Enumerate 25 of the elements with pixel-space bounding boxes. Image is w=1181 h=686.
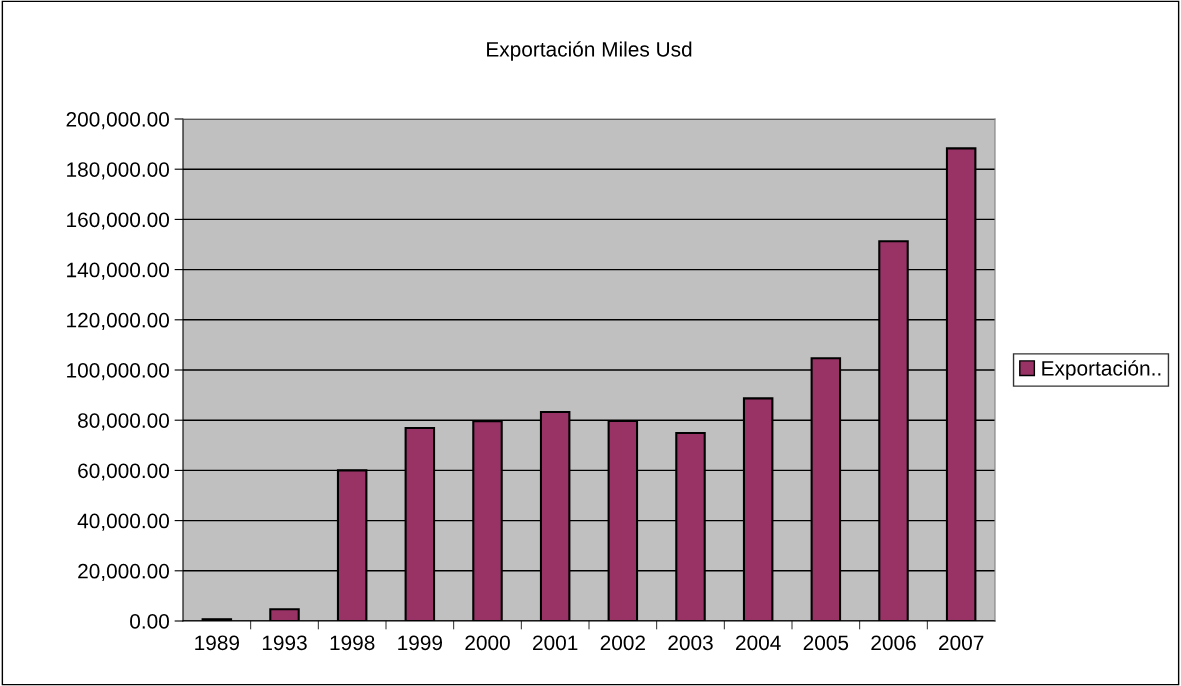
- x-tick-label: 1999: [398, 635, 443, 651]
- legend-label: Exportación..: [1042, 360, 1161, 380]
- x-tick-label: 2002: [600, 635, 645, 651]
- y-tick-label: 140,000.00: [67, 262, 169, 280]
- y-tick-label: 60,000.00: [78, 463, 169, 481]
- y-tick-label: 200,000.00: [66, 112, 169, 130]
- x-tick-label: 2001: [533, 635, 578, 651]
- x-tick-label: 2000: [465, 635, 510, 651]
- y-tick-label: 100,000.00: [67, 363, 169, 381]
- y-tick-label: 20,000.00: [78, 563, 169, 582]
- y-tick-label: 80,000.00: [78, 413, 169, 431]
- x-tick-label: 2005: [803, 635, 849, 651]
- y-tick-label: 180,000.00: [67, 162, 169, 180]
- x-tick-label: 1993: [262, 635, 307, 651]
- y-tick-label: 40,000.00: [77, 513, 169, 531]
- chart-title: Exportación Miles Usd: [487, 41, 692, 61]
- x-tick-label: 2003: [668, 635, 713, 651]
- x-tick-label: 2004: [736, 635, 781, 651]
- y-tick-label: 120,000.00: [67, 312, 169, 331]
- y-tick-label: 160,000.00: [67, 212, 169, 230]
- x-tick-label: 2006: [871, 635, 916, 651]
- x-tick-label: 1989: [195, 635, 240, 651]
- x-tick-label: 1998: [330, 635, 375, 651]
- x-tick-label: 2007: [939, 635, 984, 651]
- y-tick-label: 0.00: [130, 614, 169, 629]
